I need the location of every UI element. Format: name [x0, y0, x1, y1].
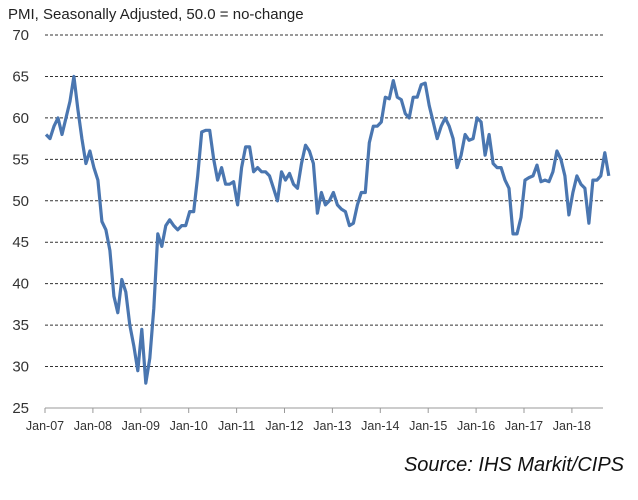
x-tick-label: Jan-14: [361, 419, 399, 433]
y-tick-label: 30: [12, 359, 29, 376]
x-tick-label: Jan-08: [74, 419, 112, 433]
x-tick-label: Jan-10: [170, 419, 208, 433]
x-tick-label: Jan-12: [265, 419, 303, 433]
x-tick-label: Jan-07: [26, 419, 64, 433]
chart-title: PMI, Seasonally Adjusted, 50.0 = no-chan…: [8, 6, 304, 23]
y-tick-label: 60: [12, 110, 29, 127]
y-tick-label: 55: [12, 151, 29, 168]
y-tick-label: 70: [12, 27, 29, 44]
y-tick-label: 25: [12, 400, 29, 417]
x-tick-label: Jan-17: [505, 419, 543, 433]
x-tick-label: Jan-16: [457, 419, 495, 433]
series-line-pmi: [44, 74, 611, 385]
y-tick-label: 40: [12, 276, 29, 293]
x-tick-label: Jan-11: [218, 419, 255, 433]
x-tick-label: Jan-13: [313, 419, 351, 433]
x-tick-label: Jan-18: [553, 419, 591, 433]
source-note: Source: IHS Markit/CIPS: [403, 454, 624, 476]
y-tick-label: 35: [12, 317, 29, 334]
y-tick-label: 65: [12, 68, 29, 85]
y-tick-label: 50: [12, 193, 29, 210]
x-tick-label: Jan-15: [409, 419, 447, 433]
y-tick-label: 45: [12, 234, 29, 251]
x-tick-label: Jan-09: [122, 419, 160, 433]
